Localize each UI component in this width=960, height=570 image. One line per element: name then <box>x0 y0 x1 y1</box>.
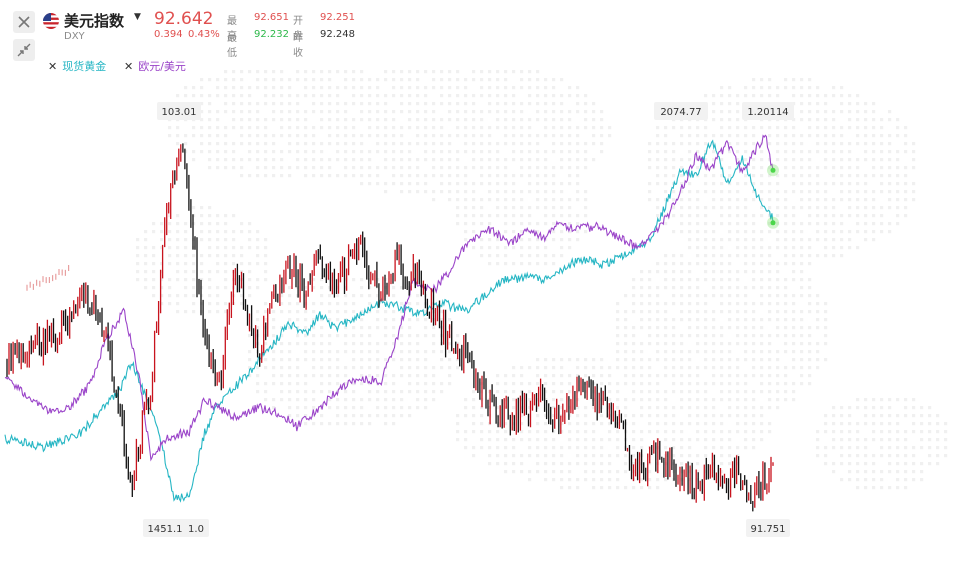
open-label: 开盘 <box>293 16 303 42</box>
legend-item-eurusd[interactable]: ✕ 欧元/美元 <box>124 58 186 74</box>
symbol-code: DXY <box>64 31 85 42</box>
prev-close-label: 昨收 <box>293 33 303 59</box>
legend-label-gold: 现货黄金 <box>62 60 107 73</box>
eurusd-series-line <box>4 134 774 462</box>
caret-down-icon[interactable]: ▼ <box>134 12 141 22</box>
svg-text:103.01: 103.01 <box>162 107 197 118</box>
low-value: 92.232 <box>254 29 289 40</box>
gold-series-line <box>4 139 774 503</box>
svg-text:1.20114: 1.20114 <box>747 107 788 118</box>
svg-text:2074.77: 2074.77 <box>660 107 701 118</box>
open-value: 92.251 <box>320 12 355 23</box>
close-button[interactable] <box>13 11 35 33</box>
svg-text:91.751: 91.751 <box>751 524 786 535</box>
dxy-down-candles <box>6 143 766 512</box>
svg-text:1.0: 1.0 <box>188 524 204 535</box>
eurusd-endpoint-dot <box>770 167 776 173</box>
legend-label-eurusd: 欧元/美元 <box>138 60 186 73</box>
high-label: 最高 <box>227 16 237 42</box>
eurusd-series <box>4 134 774 462</box>
gold-max-tag: 2074.77 <box>654 102 708 120</box>
dxy-candles <box>6 143 774 512</box>
remove-icon[interactable]: ✕ <box>124 60 134 73</box>
gold-series <box>4 139 774 503</box>
prev-close-value: 92.248 <box>320 29 355 40</box>
eurusd-max-tag: 1.20114 <box>742 102 794 120</box>
dxy-up-candles <box>8 144 774 508</box>
us-flag-icon <box>43 13 59 29</box>
series-endpoints <box>767 164 779 229</box>
expand-button[interactable] <box>13 39 35 61</box>
gold-min-tag: 1451.1 <box>143 519 187 537</box>
eurusd-min-tag: 1.0 <box>183 519 209 537</box>
dxy-min-tag: 91.751 <box>746 519 790 537</box>
low-label: 最低 <box>227 33 237 59</box>
price-change-pct: 0.43% <box>188 29 220 40</box>
price-change: 0.394 <box>154 29 183 40</box>
collapse-arrows-icon <box>17 43 31 57</box>
close-icon <box>18 16 30 28</box>
dxy-max-tag: 103.01 <box>157 102 201 120</box>
high-value: 92.651 <box>254 12 289 23</box>
last-price: 92.642 <box>154 9 214 29</box>
legend-item-gold[interactable]: ✕ 现货黄金 <box>48 58 106 74</box>
svg-text:1451.1: 1451.1 <box>148 524 183 535</box>
gold-endpoint-dot <box>770 220 776 226</box>
dxy-faded-candles <box>26 265 70 291</box>
remove-icon[interactable]: ✕ <box>48 60 58 73</box>
symbol-name[interactable]: 美元指数 <box>64 12 125 30</box>
